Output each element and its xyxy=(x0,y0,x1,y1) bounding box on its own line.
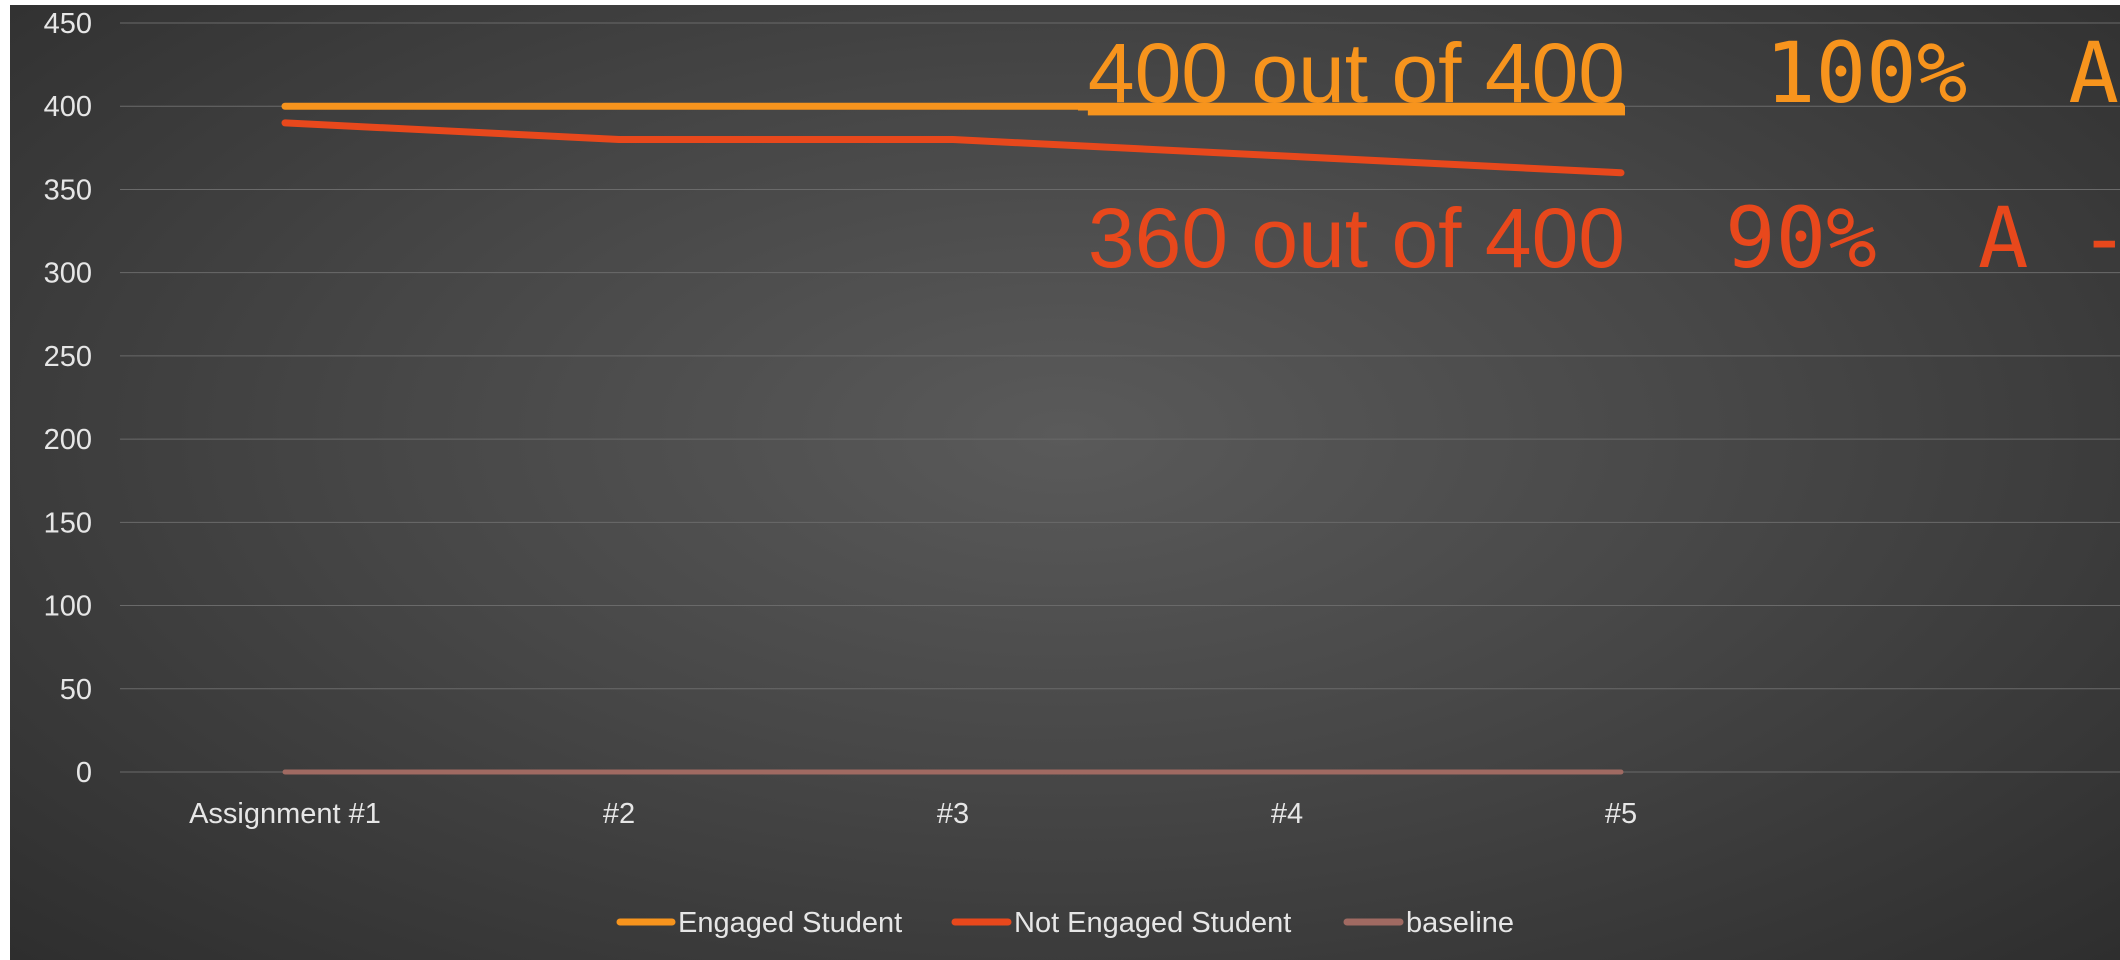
data-point xyxy=(618,105,620,107)
x-tick-label: #4 xyxy=(1271,798,1303,830)
data-point xyxy=(1286,771,1288,773)
annotation-score: 360 out of 400 xyxy=(1088,191,1625,285)
y-tick-label: 0 xyxy=(76,757,92,789)
data-point xyxy=(952,771,954,773)
line-chart: 0 50 100 150 200 250 300 350 400 450 Assignment #… xyxy=(10,5,2120,960)
y-tick-label: 50 xyxy=(60,674,92,706)
annotation-grade: 100% A xyxy=(1765,24,2119,122)
y-tick-label: 100 xyxy=(44,591,92,623)
y-tick-label: 250 xyxy=(44,341,92,373)
x-tick-label: #2 xyxy=(603,798,635,830)
data-point xyxy=(1620,172,1622,174)
data-point xyxy=(952,105,954,107)
data-point xyxy=(618,771,620,773)
chart-svg: 0 50 100 150 200 250 300 350 400 450 Assignment #… xyxy=(44,8,2120,939)
data-point xyxy=(1286,155,1288,157)
data-point xyxy=(1620,771,1622,773)
x-tick-label: #3 xyxy=(937,798,969,830)
legend-label: Engaged Student xyxy=(678,907,902,939)
gridlines xyxy=(120,22,2120,773)
x-tick-label: #5 xyxy=(1605,798,1637,830)
data-point xyxy=(284,771,286,773)
data-point xyxy=(284,105,286,107)
y-tick-label: 350 xyxy=(44,174,92,206)
legend: Engaged Student Not Engaged Student baseli… xyxy=(616,907,1514,939)
y-tick-label: 450 xyxy=(44,8,92,40)
y-tick-label: 400 xyxy=(44,91,92,123)
data-point xyxy=(618,139,620,141)
legend-label: baseline xyxy=(1406,907,1514,939)
annotation-score: 400 out of 400 xyxy=(1088,26,1625,120)
data-point xyxy=(952,139,954,141)
annotation-grade: 90% A - xyxy=(1725,189,2120,287)
x-axis-ticks: Assignment #1 #2 #3 #4 #5 xyxy=(189,798,1637,830)
y-tick-label: 200 xyxy=(44,424,92,456)
annotations: 400 out of 400 100% A 360 out of 400 90% A … xyxy=(1078,24,2120,287)
y-axis-ticks: 0 50 100 150 200 250 300 350 400 450 xyxy=(44,8,92,789)
x-tick-label: Assignment #1 xyxy=(189,798,381,830)
series-line-not-engaged-student xyxy=(281,119,1625,177)
data-point xyxy=(284,122,286,124)
y-tick-label: 300 xyxy=(44,258,92,290)
y-tick-label: 150 xyxy=(44,507,92,539)
legend-label: Not Engaged Student xyxy=(1014,907,1291,939)
